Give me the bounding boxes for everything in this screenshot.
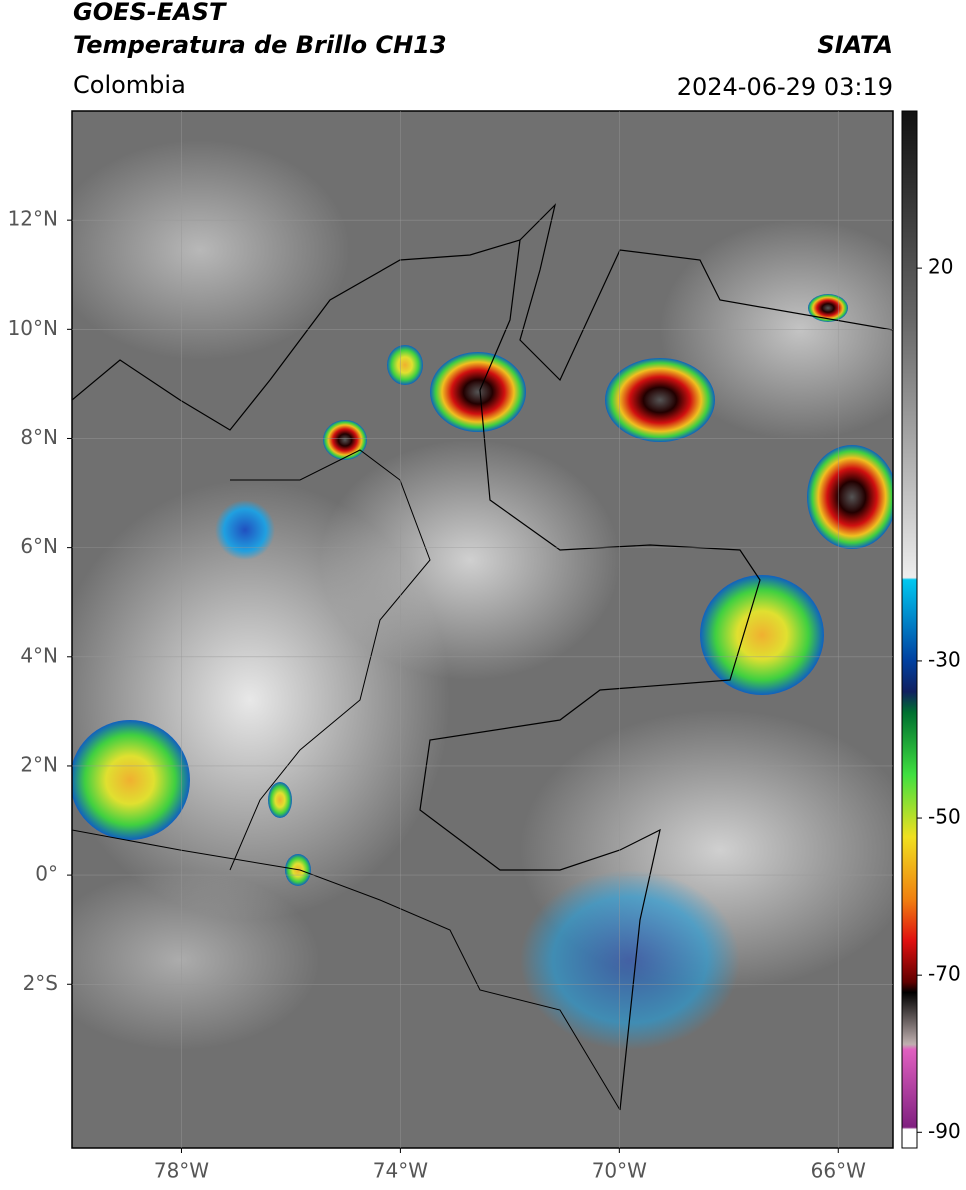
subtitle: Temperatura de Brillo CH13 [73,31,447,59]
colorbar-tick-label: -70 [928,962,961,986]
x-tick-label: 66°W [811,1159,866,1183]
y-tick-label: 2°S [23,971,58,995]
datetime: 2024-06-29 03:19 [677,73,893,101]
colorbar-tick-label: 20 [928,255,953,279]
colorbar-tick-label: -30 [928,647,961,671]
map-frame [71,110,894,1149]
y-tick-label: 6°N [20,534,58,558]
title: GOES-EAST [73,0,227,26]
source: SIATA [817,31,893,59]
x-tick-label: 78°W [154,1159,209,1183]
y-tick-label: 12°N [8,207,58,231]
colorbar-tick-label: -50 [928,805,961,829]
colorbar [901,110,918,1149]
y-tick-label: 4°N [20,643,58,667]
y-tick-label: 0° [35,862,58,886]
colorbar-tick-label: -90 [928,1119,961,1143]
region: Colombia [73,71,186,99]
x-tick-label: 74°W [373,1159,428,1183]
y-tick-label: 10°N [8,316,58,340]
x-tick-label: 70°W [592,1159,647,1183]
y-tick-label: 8°N [20,425,58,449]
satellite-image [72,111,893,1148]
y-tick-label: 2°N [20,752,58,776]
